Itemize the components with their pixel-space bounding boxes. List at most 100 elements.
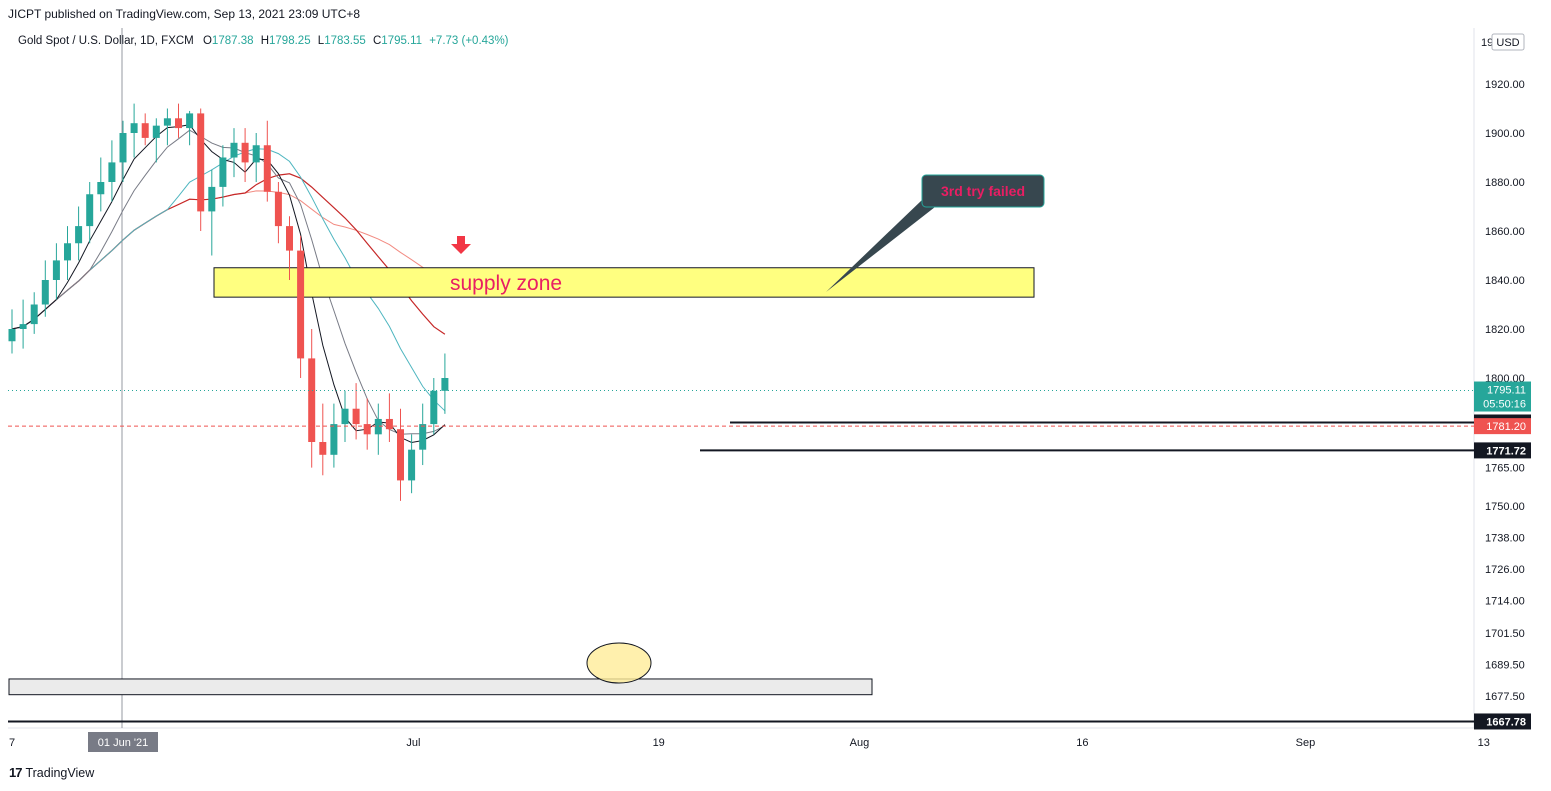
tradingview-logo[interactable]: 17 TradingView	[9, 765, 94, 780]
tradingview-brand: TradingView	[25, 765, 95, 780]
candle	[119, 120, 127, 182]
publisher-line: JICPT published on TradingView.com, Sep …	[8, 7, 361, 21]
callout-pointer	[826, 200, 935, 292]
candle	[97, 157, 105, 212]
price-tick-top-partial: 19	[1481, 37, 1493, 49]
price-tick: 1714.00	[1485, 595, 1525, 607]
candle-body	[230, 142, 238, 158]
candle	[197, 108, 205, 231]
supply-zone-box[interactable]	[213, 267, 1035, 298]
low-value: 1783.55	[324, 35, 366, 47]
candle	[274, 182, 282, 244]
close-label: C	[372, 35, 382, 47]
candle-body	[308, 358, 316, 442]
candle-body	[19, 324, 27, 329]
price-tick: 1765.00	[1485, 463, 1525, 475]
ma-black-line	[11, 124, 446, 444]
candle-body	[75, 226, 83, 244]
candle-body	[108, 162, 116, 182]
candle-body	[397, 429, 404, 481]
candle	[441, 353, 449, 414]
ma-pink-line	[11, 190, 446, 330]
candle-body	[274, 191, 282, 227]
close-value: 1795.11	[381, 35, 423, 47]
candle	[341, 390, 349, 442]
time-tick: Jul	[406, 737, 420, 749]
time-tick: 7	[9, 737, 15, 749]
time-axis[interactable]: 714Jul19Aug16Sep13Oct18Nov15Dec01 Jun '2…	[9, 732, 1551, 752]
symbol-title: Gold Spot / U.S. Dollar, 1D, FXCM	[18, 35, 194, 47]
candle-body	[252, 145, 260, 163]
candle-body	[286, 226, 293, 251]
crosshair-date-label: 01 Jun '21	[98, 737, 148, 749]
candle-body	[441, 378, 449, 391]
candle	[385, 393, 393, 442]
candle	[130, 103, 138, 158]
supply-zone-label: supply zone	[450, 272, 562, 295]
candle	[308, 329, 316, 468]
candle-body	[219, 157, 227, 187]
candle-body	[341, 408, 349, 425]
candle	[263, 120, 271, 202]
candle	[352, 383, 360, 440]
candle	[430, 378, 438, 435]
candle	[52, 243, 60, 300]
currency-badge[interactable]	[1491, 33, 1525, 51]
price-label-text: 1667.78	[1486, 716, 1526, 728]
candle-body	[430, 390, 438, 425]
candle-body	[141, 123, 149, 138]
price-tick: 1750.00	[1485, 501, 1525, 513]
candle	[175, 103, 182, 138]
candle-body	[374, 418, 382, 435]
price-tick: 1726.00	[1485, 564, 1525, 576]
price-tick: 1920.00	[1485, 79, 1525, 91]
price-axis[interactable]: 19 USD 1920.00 1900.00 1880.00 1860.00 1840.…	[1481, 33, 1525, 703]
candle-body	[119, 133, 127, 163]
candle-body	[97, 182, 105, 195]
candle	[330, 403, 338, 468]
time-tick: Aug	[850, 737, 870, 749]
price-tick: 1677.50	[1485, 691, 1525, 703]
open-value: 1787.38	[211, 35, 254, 47]
candle	[286, 216, 293, 280]
change-value: +7.73 (+0.43%)	[429, 35, 509, 47]
price-tick: 1900.00	[1485, 128, 1525, 140]
time-tick: 16	[1076, 737, 1088, 749]
candle	[186, 110, 194, 146]
candle-body	[86, 194, 94, 227]
demand-zone-box[interactable]	[8, 678, 873, 696]
wick-highlight-ellipse	[586, 642, 652, 684]
candle-body	[152, 125, 160, 138]
tradingview-logo-icon: 17	[9, 765, 23, 780]
candle-body	[408, 449, 416, 481]
candle	[152, 118, 160, 163]
down-arrow-icon	[451, 236, 471, 254]
candle	[252, 133, 260, 182]
price-labels: 1782.621771.721667.781795.1105:50:161781…	[1474, 381, 1531, 730]
moving-averages	[11, 124, 446, 444]
candle-body	[41, 280, 49, 305]
candle	[75, 206, 83, 261]
candle-body	[419, 424, 427, 450]
candle	[86, 182, 94, 244]
candle-body	[263, 145, 271, 192]
crosshair-date-box	[88, 732, 158, 752]
candle-body	[30, 304, 38, 325]
candle	[374, 403, 382, 455]
candle-body	[363, 424, 371, 435]
callout-box[interactable]	[921, 174, 1045, 208]
prev-close-text: 1781.20	[1486, 421, 1526, 433]
last-price-text: 1795.11	[1487, 385, 1526, 397]
candle-body	[319, 442, 327, 455]
candle	[208, 169, 216, 256]
callout-text: 3rd try failed	[941, 183, 1025, 199]
time-tick: 19	[653, 737, 665, 749]
candle	[297, 235, 305, 378]
candle	[141, 113, 149, 146]
candle-body	[352, 408, 360, 425]
candle-body	[208, 186, 216, 212]
price-tick: 1738.00	[1485, 532, 1525, 544]
high-value: 1798.25	[269, 35, 311, 47]
candle-body	[8, 329, 16, 342]
